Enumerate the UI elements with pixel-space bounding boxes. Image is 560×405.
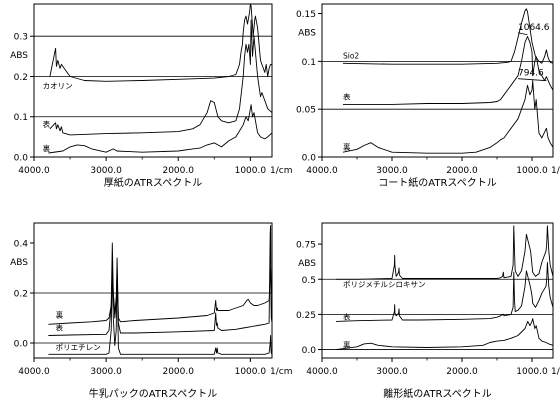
series-label: 裏 bbox=[343, 340, 351, 350]
series-label: 表 bbox=[343, 311, 351, 321]
chart-title: 牛乳パックのATRスペクトル bbox=[89, 387, 217, 400]
y-axis-label: ABS bbox=[298, 29, 316, 39]
y-tick-label: 0.0 bbox=[302, 346, 317, 356]
x-tick-label: 3000.0 bbox=[376, 367, 408, 377]
series-line-3 bbox=[48, 267, 273, 355]
chart-title: 離形紙のATRスペクトル bbox=[383, 387, 491, 400]
y-tick-label: 0.0 bbox=[14, 340, 29, 350]
x-unit-label: 1/cm bbox=[270, 166, 292, 176]
series-label: Sio2 bbox=[343, 51, 359, 60]
x-tick-label: 1000.0 bbox=[235, 166, 267, 176]
chart-title: コート紙のATRスペクトル bbox=[378, 176, 496, 189]
series-line-3 bbox=[335, 318, 554, 351]
x-tick-label: 3000.0 bbox=[376, 166, 408, 176]
x-tick-label: 1000.0 bbox=[516, 166, 548, 176]
series-line-1 bbox=[342, 8, 554, 65]
series-label: 表 bbox=[56, 322, 64, 332]
series-label: 表 bbox=[343, 92, 351, 102]
series-label: 裏 bbox=[56, 309, 64, 319]
series-label: 表 bbox=[43, 119, 51, 129]
x-tick-label: 1000.0 bbox=[516, 367, 548, 377]
x-tick-label: 4000.0 bbox=[18, 367, 50, 377]
plot-frame bbox=[321, 3, 554, 158]
series-line-1 bbox=[48, 267, 273, 325]
series-label: 裏 bbox=[43, 143, 51, 153]
y-tick-label: 0.1 bbox=[302, 58, 316, 68]
series-line-3 bbox=[342, 80, 554, 154]
x-tick-label: 2000.0 bbox=[446, 367, 478, 377]
series-line-3 bbox=[48, 104, 273, 154]
x-tick-label: 4000.0 bbox=[18, 166, 50, 176]
peak-label: 1064.6 bbox=[518, 23, 550, 33]
chart-title: 厚紙のATRスペクトル bbox=[104, 176, 202, 189]
y-tick-label: 0.4 bbox=[14, 240, 29, 250]
chart-panel-3: 0.0 0.2 0.4 ABS 4000.0 3000.0 2000.0 1000.0 1/cm… bbox=[10, 222, 292, 400]
y-tick-label: 0.25 bbox=[296, 311, 316, 321]
chart-panel-4: 0.0 0.25 0.5 0.75 ABS 4000.0 3000.0 2000.0 1000.… bbox=[296, 222, 560, 400]
y-tick-label: 0.3 bbox=[14, 33, 28, 43]
y-axis-label: ABS bbox=[10, 258, 28, 268]
y-tick-label: 0.75 bbox=[296, 241, 316, 251]
x-tick-label: 4000.0 bbox=[306, 367, 338, 377]
x-tick-label: 4000.0 bbox=[306, 166, 338, 176]
x-tick-label: 3000.0 bbox=[90, 166, 122, 176]
y-axis-label: ABS bbox=[10, 51, 28, 61]
series-line-2 bbox=[335, 261, 554, 322]
y-tick-label: 0.2 bbox=[14, 73, 28, 83]
y-tick-label: 0.2 bbox=[14, 290, 28, 300]
peak-leader-line bbox=[517, 32, 528, 36]
y-tick-label: 0.5 bbox=[302, 276, 316, 286]
series-label: カオリン bbox=[43, 82, 73, 91]
x-tick-label: 2000.0 bbox=[162, 367, 194, 377]
x-tick-label: 3000.0 bbox=[90, 367, 122, 377]
y-tick-label: 0.1 bbox=[14, 113, 28, 123]
x-tick-label: 2000.0 bbox=[446, 166, 478, 176]
x-unit-label: 1/cm bbox=[551, 166, 560, 176]
chart-panel-1: 0.0 0.1 0.2 0.3 ABS 4000.0 3000.0 2000.0 1000.0 1… bbox=[10, 3, 292, 189]
peak-label: 794.6 bbox=[518, 69, 544, 79]
x-tick-label: 2000.0 bbox=[162, 166, 194, 176]
peak-leader-line bbox=[517, 78, 547, 82]
y-axis-label: ABS bbox=[298, 259, 316, 269]
y-tick-label: 0.15 bbox=[296, 10, 316, 20]
x-tick-label: 1000.0 bbox=[235, 367, 267, 377]
series-line-1 bbox=[49, 3, 272, 82]
plot-frame bbox=[33, 222, 273, 359]
series-line-1 bbox=[336, 225, 554, 280]
plot-frame bbox=[321, 222, 554, 359]
y-tick-label: 0.05 bbox=[296, 106, 316, 116]
y-tick-label: 0.0 bbox=[14, 154, 29, 164]
x-unit-label: 1/cm bbox=[270, 367, 292, 377]
x-unit-label: 1/cm bbox=[551, 367, 560, 377]
series-label: 裏 bbox=[343, 141, 351, 151]
series-label: ポリジメチルシロキサン bbox=[343, 280, 426, 289]
series-line-2 bbox=[48, 225, 273, 336]
plot-frame bbox=[33, 3, 273, 158]
chart-panel-2: 0.0 0.05 0.1 0.15 ABS 4000.0 3000.0 2000.0 1000.… bbox=[296, 3, 560, 189]
series-label: ポリエチレン bbox=[56, 343, 101, 352]
y-tick-label: 0.0 bbox=[302, 154, 317, 164]
series-line-2 bbox=[49, 19, 273, 136]
